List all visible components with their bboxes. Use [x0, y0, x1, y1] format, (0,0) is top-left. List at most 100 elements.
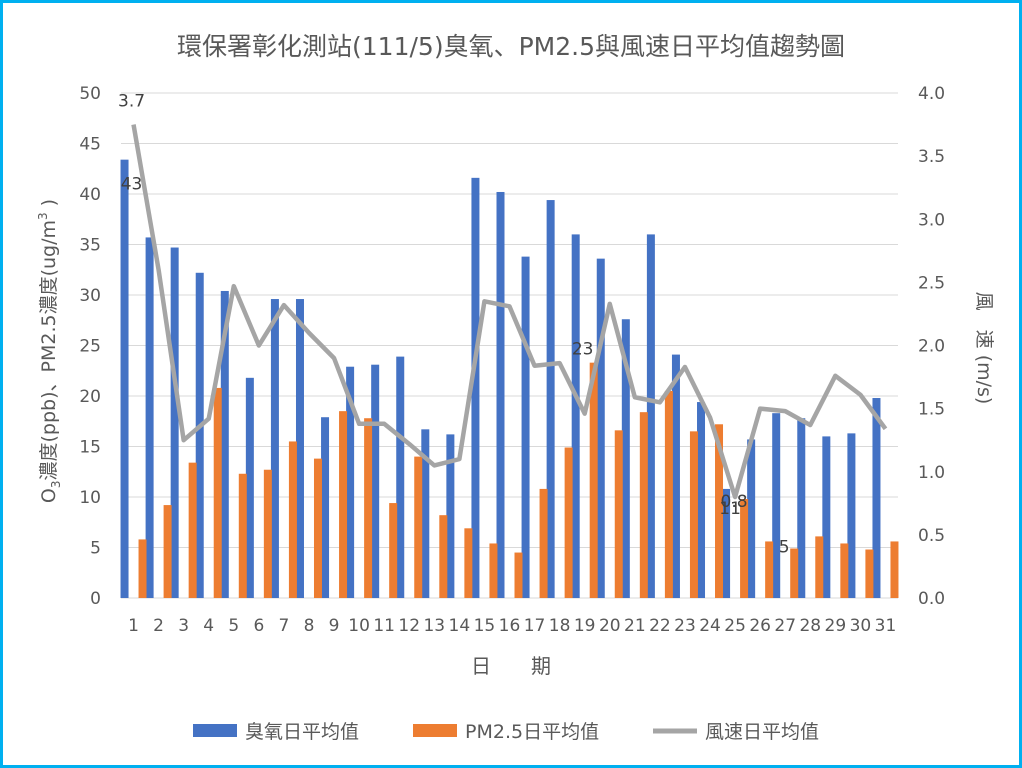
- right-tick-label: 0.5: [918, 526, 945, 546]
- bar-ozone: [270, 299, 279, 598]
- bar-ozone: [671, 354, 680, 598]
- bar-pm25: [815, 536, 824, 598]
- bar-pm25: [564, 447, 573, 598]
- bar-ozone: [471, 177, 480, 598]
- data-label: 5: [779, 538, 790, 558]
- x-tick-label: 30: [850, 616, 872, 636]
- bar-ozone: [797, 418, 806, 598]
- data-label: 0.8: [721, 492, 748, 512]
- wind-speed-line: [131, 124, 888, 500]
- bar-pm25: [765, 541, 774, 598]
- right-tick-label: 2.5: [918, 273, 945, 293]
- bar-ozone: [195, 272, 204, 598]
- x-tick-label: 29: [825, 616, 847, 636]
- bar-pm25: [313, 458, 322, 598]
- x-axis-label: 日 期: [471, 654, 551, 678]
- x-tick-label: 12: [398, 616, 420, 636]
- x-tick-label: 1: [128, 616, 139, 636]
- bar-series-group: [120, 159, 899, 599]
- gridlines: [121, 92, 898, 599]
- chart-title: 環保署彰化測站(111/5)臭氧、PM2.5與風速日平均值趨勢圖: [177, 32, 845, 61]
- bar-pm25: [890, 541, 899, 598]
- bar-pm25: [589, 362, 598, 598]
- x-tick-label: 7: [279, 616, 290, 636]
- bar-pm25: [790, 548, 799, 598]
- x-tick-label: 19: [574, 616, 596, 636]
- bar-pm25: [514, 552, 523, 598]
- bar-pm25: [364, 418, 373, 598]
- x-tick-label: 13: [423, 616, 445, 636]
- bar-pm25: [238, 473, 247, 598]
- left-tick-label: 20: [79, 387, 101, 407]
- x-tick-label: 16: [499, 616, 521, 636]
- bar-ozone: [446, 434, 455, 598]
- data-label: 3.7: [118, 92, 145, 112]
- left-tick-label: 10: [79, 488, 101, 508]
- bar-ozone: [697, 402, 706, 598]
- bar-ozone: [145, 237, 154, 598]
- y-label-o: O: [38, 488, 60, 503]
- bar-ozone: [646, 234, 655, 598]
- bar-pm25: [489, 543, 498, 598]
- left-axis-ticks: 0 5 10 15 20 25 30 35 40 45 50: [79, 84, 101, 609]
- bar-ozone: [847, 433, 856, 598]
- y-label-mid: 濃度(ppb)、PM2.5濃度(ug/m: [38, 220, 60, 481]
- y-label-sup: 3: [36, 212, 50, 220]
- bar-ozone: [747, 439, 756, 598]
- data-labels: 3.7 43 23 0.811 5: [118, 92, 790, 558]
- bar-ozone: [546, 200, 555, 598]
- x-tick-label: 17: [524, 616, 546, 636]
- y-axis-label-left: O3濃度(ppb)、PM2.5濃度(ug/m3 ): [36, 199, 63, 503]
- legend-label: PM2.5日平均值: [465, 721, 599, 743]
- x-tick-label: 25: [724, 616, 746, 636]
- legend: 臭氧日平均值 PM2.5日平均值 風速日平均值: [193, 721, 819, 743]
- bar-ozone: [371, 364, 380, 598]
- data-label: 43: [121, 175, 143, 195]
- left-tick-label: 45: [79, 135, 101, 155]
- x-tick-label: 14: [449, 616, 471, 636]
- left-tick-label: 0: [90, 589, 101, 609]
- x-axis-ticks: 1 2 3 4 5 6 7 8 9 10 11 12 13 14 15 16 17 18 19 20 21 22 23 24 2…: [128, 616, 896, 636]
- left-tick-label: 35: [79, 236, 101, 256]
- bar-ozone: [346, 366, 355, 598]
- legend-label: 風速日平均值: [705, 721, 819, 743]
- bar-ozone: [822, 436, 831, 598]
- x-tick-label: 23: [674, 616, 696, 636]
- bar-ozone: [571, 234, 580, 598]
- data-label: 11: [719, 499, 741, 519]
- x-tick-label: 3: [178, 616, 189, 636]
- bar-ozone: [596, 258, 605, 598]
- bar-pm25: [288, 441, 297, 598]
- bar-ozone: [872, 398, 881, 598]
- x-tick-label: 10: [348, 616, 370, 636]
- bar-pm25: [539, 488, 548, 598]
- x-tick-label: 2: [153, 616, 164, 636]
- y-label-sub: 3: [49, 480, 63, 488]
- x-tick-label: 18: [549, 616, 571, 636]
- left-tick-label: 5: [90, 539, 101, 559]
- x-tick-label: 8: [304, 616, 315, 636]
- x-tick-label: 15: [474, 616, 496, 636]
- x-tick-label: 22: [649, 616, 671, 636]
- bar-ozone: [521, 256, 530, 598]
- bar-ozone: [621, 319, 630, 598]
- bar-pm25: [865, 549, 874, 598]
- bar-pm25: [163, 505, 172, 598]
- x-tick-label: 4: [203, 616, 214, 636]
- right-axis-ticks: 0.0 0.5 1.0 1.5 2.0 2.5 3.0 3.5 4.0: [918, 84, 945, 609]
- left-tick-label: 30: [79, 286, 101, 306]
- data-label: 23: [572, 340, 594, 360]
- left-tick-label: 40: [79, 185, 101, 205]
- x-tick-label: 24: [699, 616, 721, 636]
- bar-pm25: [639, 412, 648, 598]
- bar-pm25: [263, 469, 272, 598]
- right-tick-label: 1.0: [918, 463, 945, 483]
- right-tick-label: 0.0: [918, 589, 945, 609]
- legend-swatch: [413, 724, 457, 737]
- bar-ozone: [120, 159, 129, 598]
- bar-ozone: [220, 290, 229, 598]
- legend-swatch: [193, 724, 237, 737]
- right-tick-label: 4.0: [918, 84, 945, 104]
- right-tick-label: 3.5: [918, 147, 945, 167]
